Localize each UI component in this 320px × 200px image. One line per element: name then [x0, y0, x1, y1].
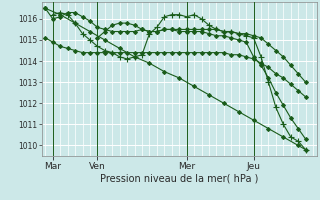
- X-axis label: Pression niveau de la mer( hPa ): Pression niveau de la mer( hPa ): [100, 173, 258, 183]
